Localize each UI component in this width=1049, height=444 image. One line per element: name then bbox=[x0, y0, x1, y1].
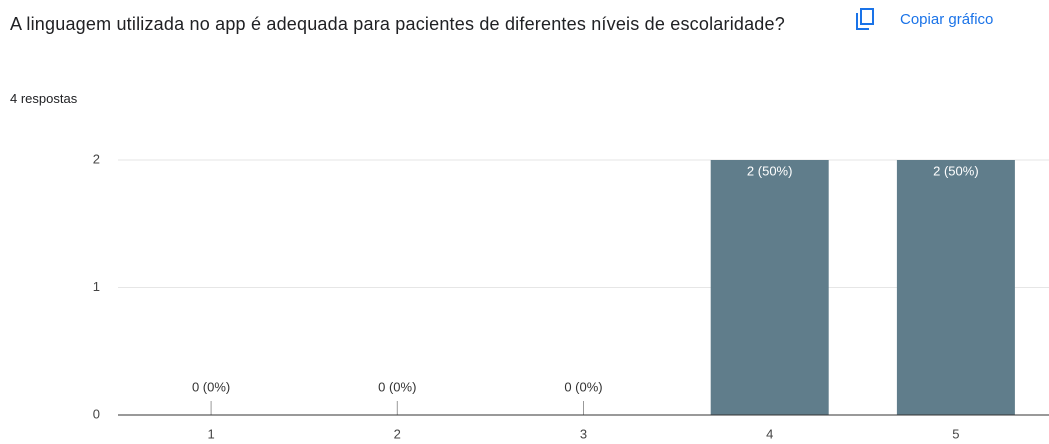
copy-icon bbox=[856, 8, 874, 30]
y-tick-label: 0 bbox=[93, 406, 100, 421]
bar bbox=[896, 160, 1015, 415]
value-label: 2 (50%) bbox=[747, 163, 793, 178]
y-tick-label: 2 bbox=[93, 151, 100, 166]
x-tick-label: 3 bbox=[580, 426, 587, 441]
bar bbox=[710, 160, 829, 415]
y-tick-label: 1 bbox=[93, 279, 100, 294]
x-tick-label: 4 bbox=[766, 426, 773, 441]
x-tick-label: 5 bbox=[952, 426, 959, 441]
response-count: 4 respostas bbox=[10, 91, 78, 106]
value-label: 0 (0%) bbox=[564, 379, 602, 394]
question-title: A linguagem utilizada no app é adequada … bbox=[10, 14, 785, 34]
x-tick-label: 1 bbox=[207, 426, 214, 441]
value-label: 2 (50%) bbox=[933, 163, 979, 178]
copy-chart-button[interactable]: Copiar gráfico bbox=[856, 8, 993, 30]
value-label: 0 (0%) bbox=[192, 379, 230, 394]
x-tick-label: 2 bbox=[394, 426, 401, 441]
copy-chart-label: Copiar gráfico bbox=[900, 10, 994, 28]
value-label: 0 (0%) bbox=[378, 379, 416, 394]
